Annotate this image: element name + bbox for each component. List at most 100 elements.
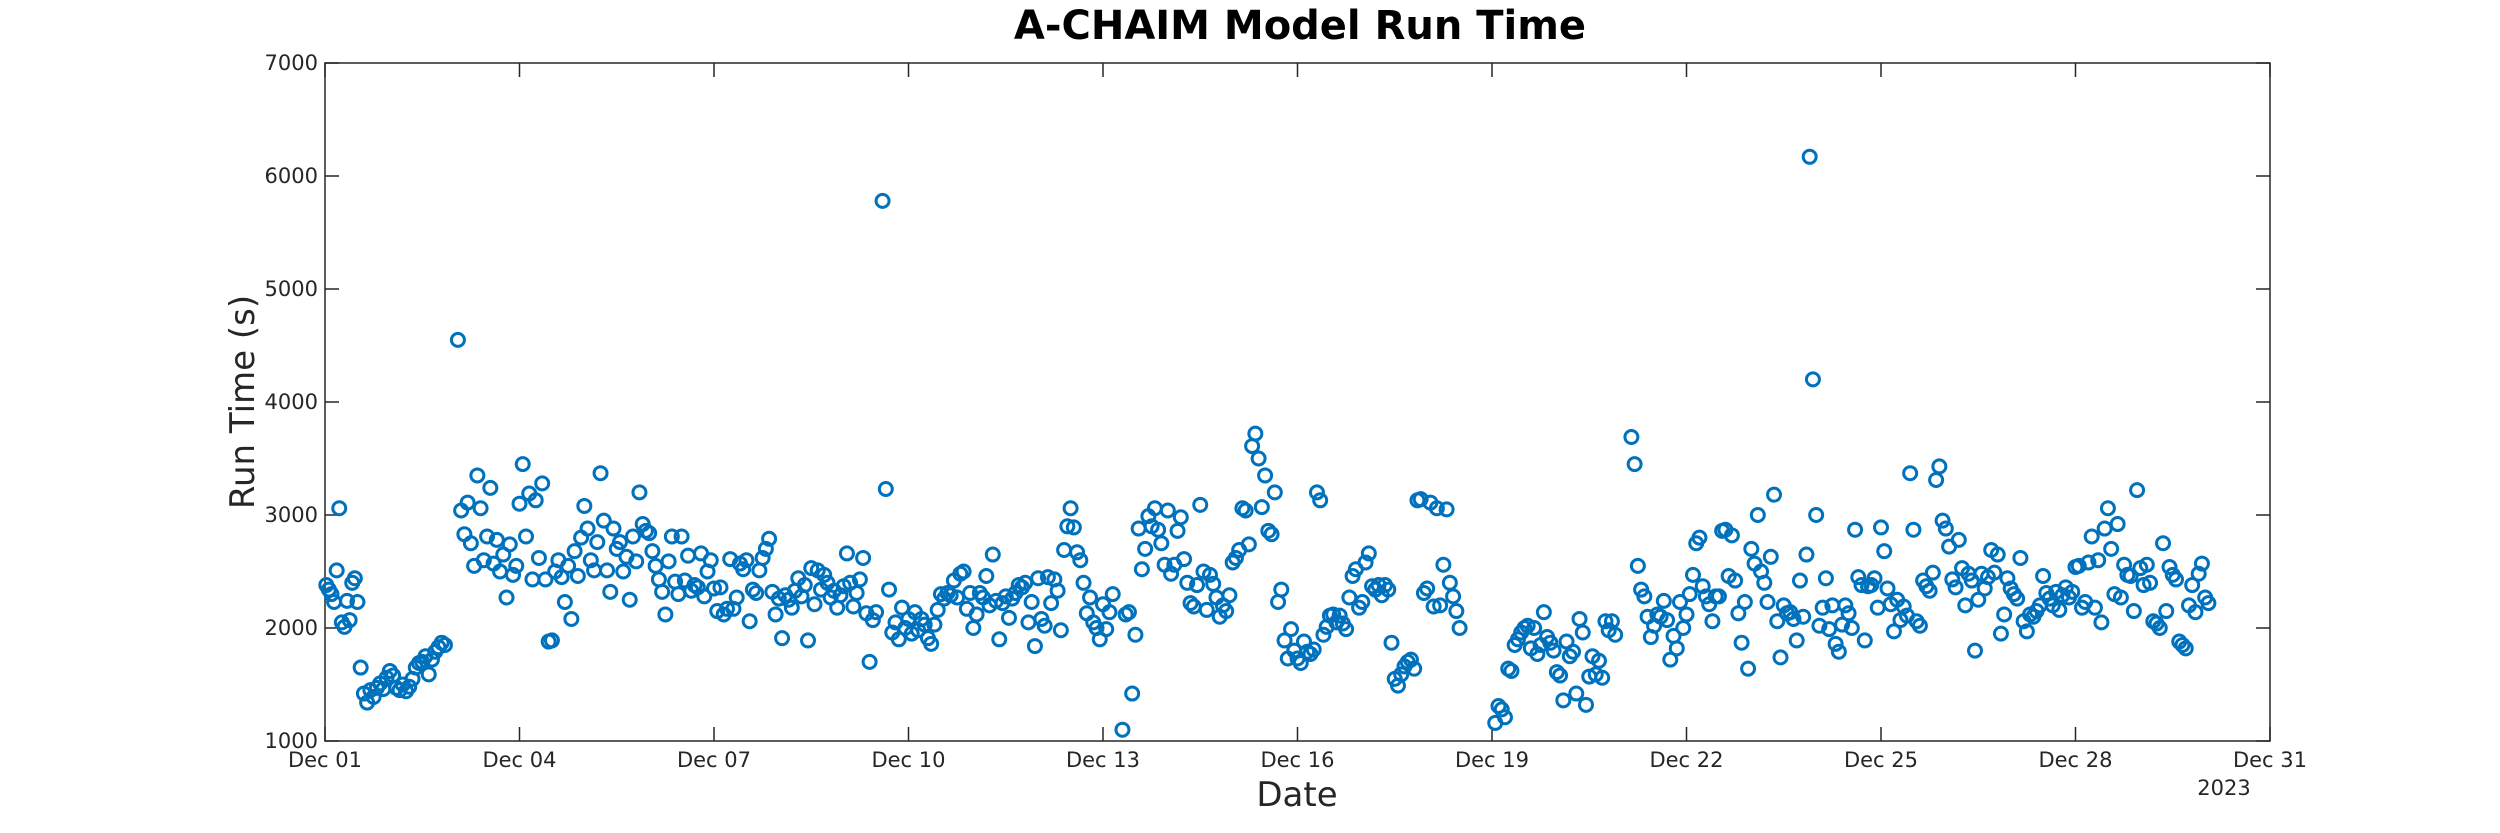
data-point	[595, 512, 612, 529]
data-point	[1788, 632, 1805, 649]
data-point	[475, 552, 492, 569]
data-point	[1545, 642, 1562, 659]
data-point	[1873, 519, 1889, 536]
data-point	[1247, 425, 1264, 442]
data-point	[806, 596, 823, 613]
data-point	[663, 528, 680, 545]
data-point	[2190, 565, 2207, 582]
data-point	[1535, 604, 1552, 621]
data-point	[1030, 570, 1047, 587]
data-point	[2142, 574, 2159, 591]
data-point	[1419, 580, 1436, 597]
data-point	[680, 547, 697, 564]
data-point	[1127, 626, 1144, 643]
data-point	[761, 530, 778, 547]
data-point	[341, 612, 358, 629]
data-point	[2138, 556, 2155, 573]
data-point	[1124, 685, 1141, 702]
data-point	[401, 678, 418, 695]
data-point	[1026, 638, 1043, 655]
data-point	[472, 500, 489, 517]
data-point	[1766, 486, 1783, 503]
data-point	[1432, 597, 1449, 614]
data-point	[1240, 536, 1257, 553]
data-point	[864, 612, 881, 629]
data-point	[1850, 569, 1867, 586]
data-point	[1944, 571, 1961, 588]
data-point	[543, 632, 560, 649]
data-point	[2193, 555, 2210, 572]
y-axis: 1000 2000 3000 4000 5000 6000 7000	[265, 51, 2270, 753]
data-point	[553, 569, 570, 586]
data-point	[1312, 492, 1329, 509]
data-point	[1931, 458, 1948, 475]
data-point	[741, 613, 758, 630]
data-point	[2184, 577, 2201, 594]
data-point	[696, 588, 713, 605]
data-point	[1704, 613, 1721, 630]
data-point	[1986, 564, 2003, 581]
data-point	[2090, 552, 2107, 569]
data-point	[1869, 599, 1886, 616]
data-point	[2167, 571, 2184, 588]
data-point	[611, 534, 628, 551]
data-point	[757, 540, 774, 557]
x-tick-label: Dec 07	[677, 748, 751, 772]
x-tick-label: Dec 31	[2233, 748, 2307, 772]
data-point	[848, 584, 865, 601]
data-point	[566, 543, 583, 560]
x-axis: Dec 01 Dec 04 Dec 07 Dec 10 Dec 13 Dec 16 Dec …	[288, 63, 2307, 772]
data-point	[1179, 574, 1196, 591]
data-point	[1843, 620, 1860, 636]
data-point	[1723, 527, 1740, 544]
data-point	[2018, 623, 2035, 640]
data-point	[605, 520, 622, 537]
data-point	[1733, 634, 1750, 651]
data-point	[1691, 529, 1708, 546]
data-point	[323, 586, 340, 603]
data-point	[1937, 520, 1954, 537]
data-point	[1172, 509, 1189, 526]
data-point	[832, 587, 849, 604]
x-tick-label: Dec 19	[1455, 748, 1529, 772]
data-point	[1678, 606, 1695, 623]
data-point	[1101, 604, 1118, 621]
data-point	[1153, 535, 1170, 552]
data-point	[851, 571, 868, 588]
data-point	[339, 592, 356, 609]
data-point	[2158, 603, 2175, 620]
data-point	[1837, 597, 1854, 614]
data-point	[1597, 613, 1614, 630]
data-point	[1866, 570, 1883, 587]
data-point	[1970, 591, 1987, 608]
data-point	[1448, 603, 1465, 620]
data-point	[1672, 594, 1689, 611]
data-point	[1526, 620, 1543, 636]
data-point	[744, 581, 761, 598]
data-point	[1496, 709, 1513, 726]
data-point	[2083, 528, 2100, 545]
data-point	[748, 584, 765, 601]
data-point	[1924, 564, 1941, 581]
data-point	[670, 586, 687, 603]
data-point	[1169, 522, 1186, 539]
data-point	[735, 561, 752, 578]
data-point	[2035, 568, 2052, 585]
data-point	[1684, 566, 1701, 583]
data-point	[1257, 467, 1274, 484]
data-point	[569, 568, 586, 585]
data-point	[1192, 496, 1209, 513]
data-point	[1681, 586, 1698, 603]
y-tick-label: 2000	[265, 616, 318, 640]
y-tick-label: 6000	[265, 164, 318, 188]
data-point	[624, 528, 641, 545]
data-point	[1130, 520, 1147, 537]
data-point	[1999, 570, 2016, 587]
data-point	[1730, 605, 1747, 622]
data-point	[1163, 565, 1180, 582]
y-tick-label: 4000	[265, 390, 318, 414]
data-point	[838, 545, 855, 562]
data-point	[1574, 624, 1591, 641]
data-point	[2103, 540, 2120, 557]
data-point	[1451, 620, 1468, 636]
